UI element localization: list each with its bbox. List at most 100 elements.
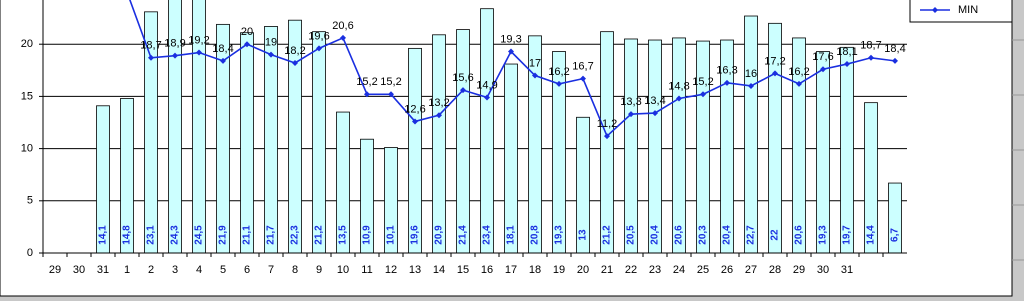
bar-value-label: 13,5	[338, 225, 349, 245]
bar-value-label: 20,9	[434, 225, 445, 245]
bar-value-label: 23,1	[146, 225, 157, 245]
x-tick-label: 15	[457, 264, 469, 276]
x-tick-label: 14	[433, 264, 445, 276]
bar-value-label: 21,7	[266, 225, 277, 245]
bar-value-label: 20,4	[722, 225, 733, 245]
line-marker	[172, 52, 178, 59]
line-value-label: 17	[529, 57, 541, 69]
bar-value-label: 19,3	[554, 225, 565, 245]
line-value-label: 19,3	[500, 33, 521, 45]
line-value-label: 14,8	[668, 80, 689, 92]
line-value-label: 19,6	[308, 30, 329, 42]
y-tick-label: 20	[21, 38, 33, 50]
line-marker	[844, 61, 850, 68]
x-tick-label: 8	[292, 264, 298, 276]
x-tick-label: 22	[625, 264, 637, 276]
bar-value-label: 14,1	[98, 225, 109, 245]
bar	[504, 63, 518, 254]
line-marker	[604, 133, 610, 140]
line-value-label: 12,6	[404, 103, 425, 115]
bar	[840, 46, 854, 254]
line-value-label: 15,6	[452, 72, 473, 84]
line-marker	[412, 118, 418, 125]
line-value-label: 20	[241, 26, 253, 38]
line-marker	[796, 80, 802, 87]
line-value-label: 17,2	[764, 55, 785, 67]
bar-value-label: 14,8	[122, 225, 133, 245]
bar	[744, 15, 758, 254]
y-tick-label: 15	[21, 90, 33, 102]
bar-value-label: 18,1	[506, 225, 517, 245]
bar-value-label: 21,1	[242, 225, 253, 245]
y-tick-label: 0	[27, 247, 33, 259]
line-marker	[460, 87, 466, 94]
bar-value-label: 24,5	[194, 225, 205, 245]
line-marker	[244, 41, 250, 48]
line-marker	[388, 91, 394, 98]
line-value-label: 14,9	[476, 79, 497, 91]
legend-marker	[932, 7, 938, 13]
line-value-label: 15,2	[380, 76, 401, 88]
x-tick-label: 9	[316, 264, 322, 276]
line-value-label: 16,2	[548, 66, 569, 78]
line-value-label: 18,4	[884, 43, 905, 55]
x-tick-label: 27	[745, 264, 757, 276]
line-marker	[196, 49, 202, 56]
bar-value-label: 21,9	[218, 225, 229, 245]
bar-value-label: 6,7	[890, 228, 901, 242]
bar-value-label: 23,4	[482, 225, 493, 245]
bar	[648, 39, 662, 254]
line-marker	[820, 66, 826, 73]
bar-value-label: 20,6	[674, 225, 685, 245]
line-value-label: 15,2	[692, 76, 713, 88]
bar-value-label: 20,3	[698, 225, 709, 245]
line-marker	[556, 80, 562, 87]
line-marker	[868, 54, 874, 61]
x-tick-label: 16	[481, 264, 493, 276]
y-tick-label: 10	[21, 143, 33, 155]
bar-value-label: 22	[770, 229, 781, 241]
x-tick-label: 31	[97, 264, 109, 276]
line-marker	[676, 95, 682, 102]
line-value-label: 16,3	[716, 65, 737, 77]
x-tick-label: 21	[601, 264, 613, 276]
x-tick-label: 5	[220, 264, 226, 276]
bar	[408, 47, 422, 254]
x-tick-label: 1	[124, 264, 130, 276]
x-tick-label: 10	[337, 264, 349, 276]
line-marker	[772, 70, 778, 77]
bar-value-label: 20,5	[626, 225, 637, 245]
x-tick-label: 12	[385, 264, 397, 276]
line-marker	[148, 54, 154, 61]
line-value-label: 17,6	[812, 51, 833, 63]
bar-value-label: 21,4	[458, 225, 469, 245]
bar-value-label: 13	[578, 229, 589, 241]
bar	[624, 38, 638, 254]
line-marker	[340, 34, 346, 41]
bar-value-label: 19,7	[842, 225, 853, 245]
x-tick-label: 26	[721, 264, 733, 276]
x-tick-label: 17	[505, 264, 517, 276]
x-tick-label: 7	[268, 264, 274, 276]
bar-value-label: 24,3	[170, 225, 181, 245]
line-value-label: 15,2	[356, 76, 377, 88]
line-marker	[532, 72, 538, 79]
bar-value-label: 19,3	[818, 225, 829, 245]
legend-label: MIN	[958, 4, 978, 16]
bar-value-label: 19,6	[410, 225, 421, 245]
bar-value-label: 20,6	[794, 225, 805, 245]
bar	[240, 32, 254, 254]
line-marker	[700, 91, 706, 98]
line-value-label: 16,2	[788, 66, 809, 78]
x-tick-label: 13	[409, 264, 421, 276]
x-tick-label: 28	[769, 264, 781, 276]
line-marker	[892, 57, 898, 64]
x-tick-label: 19	[553, 264, 565, 276]
bar-value-label: 21,2	[602, 225, 613, 245]
x-tick-label: 18	[529, 264, 541, 276]
line-value-label: 19	[265, 37, 277, 49]
line-value-label: 13,3	[620, 96, 641, 108]
bar	[600, 31, 614, 254]
line-marker	[652, 110, 658, 117]
